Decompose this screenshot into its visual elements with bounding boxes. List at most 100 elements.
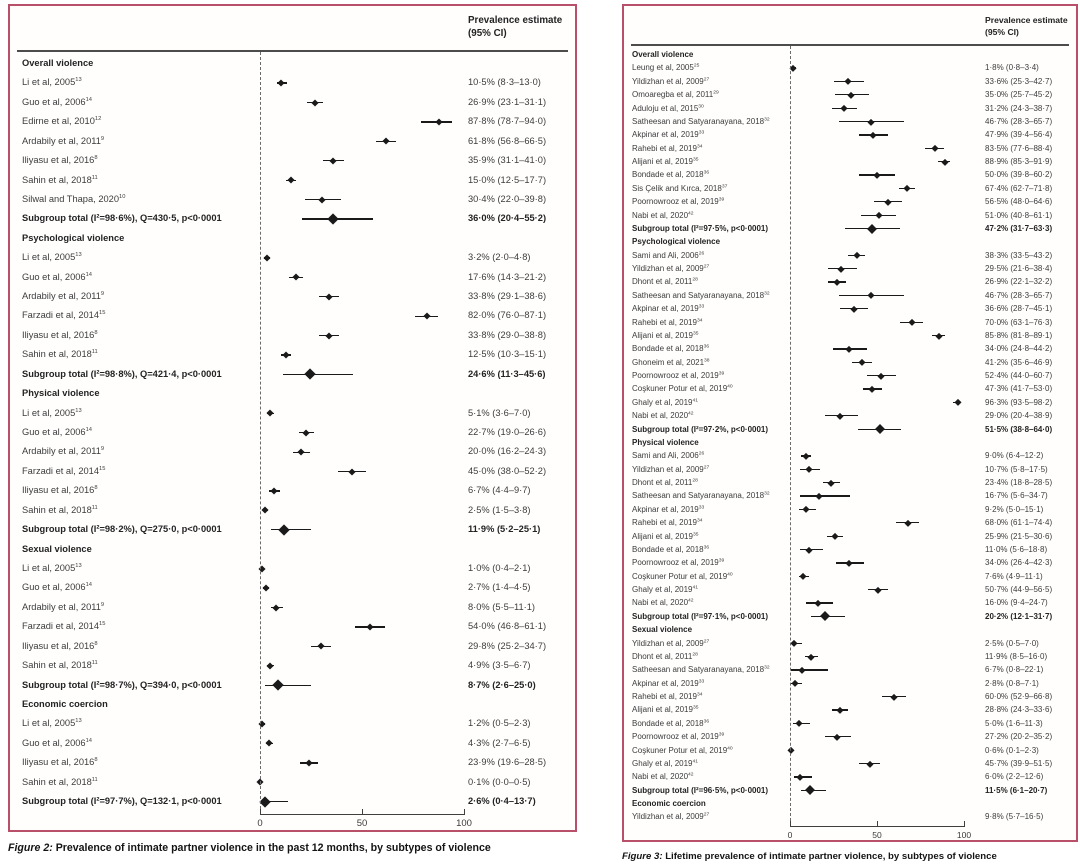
study-label: Akpinar et al, 201933 (632, 304, 705, 314)
study-point-marker (802, 452, 809, 460)
reference-superscript: 36 (703, 170, 710, 176)
study-label: Alijani et al, 201935 (632, 157, 699, 166)
study-point-marker (318, 196, 326, 204)
study-label: Poornowrooz et al, 201939 (632, 558, 725, 568)
reference-superscript: 36 (703, 719, 710, 725)
zero-dashed-reference-line (260, 52, 261, 814)
study-row: Sami and Ali, 200626 38·3% (33·5–43·2) (624, 249, 1076, 262)
subgroup-total-row: Subgroup total (I²=98·6%), Q=430·5, p<0·… (10, 209, 575, 228)
header-rule (631, 44, 1069, 46)
study-point-marker (272, 603, 280, 612)
study-point-marker (311, 99, 319, 107)
study-label: Sami and Ali, 200626 (632, 451, 705, 461)
subgroup-diamond-marker (874, 424, 885, 435)
study-row: Iliyasu et al, 20168 29·8% (25·2–34·7) (10, 637, 575, 656)
study-row: Guo et al, 200614 22·7% (19·0–26·6) (10, 423, 575, 442)
reference-superscript: 42 (688, 411, 694, 417)
prevalence-estimate-value: 22·7% (19·0–26·6) (468, 427, 547, 438)
prevalence-estimate-value: 67·4% (62·7–71·8) (985, 183, 1053, 193)
prevalence-estimate-value: 27·2% (20·2–35·2) (985, 732, 1053, 742)
figure-2-forest-plot-panel: Prevalence estimate (95% CI) Overall vio… (8, 4, 577, 832)
prevalence-estimate-value: 3·2% (2·0–4·8) (468, 252, 531, 263)
prevalence-estimate-value: 2·5% (1·5–3·8) (468, 504, 531, 515)
prevalence-estimate-value: 29·8% (25·2–34·7) (468, 640, 547, 651)
prevalence-estimate-value: 96·3% (93·5–98·2) (985, 397, 1053, 407)
study-label: Ardabily et al, 20119 (22, 290, 105, 302)
study-label: Rahebi et al, 201934 (632, 692, 703, 701)
prevalence-header-line2: (95% CI) (468, 28, 507, 40)
reference-superscript: 32 (764, 291, 770, 297)
study-point-marker (325, 293, 333, 301)
study-label: Satheesan and Satyaranayana, 201832 (632, 116, 770, 126)
reference-superscript: 26 (698, 250, 705, 256)
study-row: Edirne et al, 201012 87·8% (78·7–94·0) (10, 112, 575, 131)
study-point-marker (838, 265, 845, 272)
reference-superscript: 41 (692, 585, 698, 591)
prevalence-estimate-value: 88·9% (85·3–91·9) (985, 157, 1053, 166)
reference-superscript: 39 (718, 732, 725, 738)
study-label: Iliyasu et al, 20168 (22, 155, 98, 166)
prevalence-estimate-value: 68·0% (61·1–74·4) (985, 518, 1053, 528)
study-row: Poornowrooz et al, 201939 52·4% (44·0–60·… (624, 369, 1076, 382)
reference-superscript: 41 (692, 759, 698, 765)
reference-superscript: 39 (718, 197, 725, 203)
study-point-marker (847, 91, 855, 98)
prevalence-estimate-value: 35·9% (31·1–41·0) (468, 155, 547, 166)
prevalence-estimate-value: 12·5% (10·3–15·1) (468, 349, 547, 360)
prevalence-estimate-value: 0·1% (0·0–0·5) (468, 776, 531, 787)
subgroup-diamond-marker (272, 679, 284, 691)
study-row: Yildizhan et al, 200927 29·5% (21·6–38·4) (624, 262, 1076, 275)
study-row: Silwal and Thapa, 202010 30·4% (22·0–39·8… (10, 190, 575, 209)
section-header-row: Physical violence (10, 384, 575, 403)
study-point-marker (325, 332, 333, 340)
study-label: Yildizhan et al, 200927 (632, 638, 710, 648)
study-label: Yildizhan et al, 200927 (632, 76, 710, 86)
reference-superscript: 13 (75, 252, 82, 259)
study-label: Rahebi et al, 201934 (632, 518, 703, 528)
study-label: Coşkuner Potur et al, 201940 (632, 745, 733, 755)
x-axis-tick (964, 821, 966, 827)
study-point-marker (317, 642, 325, 650)
study-point-marker (841, 105, 848, 112)
prevalence-estimate-value: 2·6% (0·4–13·7) (468, 796, 536, 807)
study-point-marker (366, 623, 374, 631)
study-label: Silwal and Thapa, 202010 (22, 193, 126, 204)
reference-superscript: 14 (85, 426, 92, 433)
reference-superscript: 34 (696, 143, 703, 149)
prevalence-estimate-value: 46·7% (28·3–65·7) (985, 290, 1053, 300)
study-point-marker (853, 252, 860, 259)
study-point-marker (870, 131, 877, 139)
subgroup-diamond-marker (820, 611, 831, 622)
study-point-marker (262, 254, 271, 262)
study-label: Li et al, 200513 (22, 252, 82, 263)
prevalence-column-header: Prevalence estimate (95% CI) (468, 14, 562, 40)
study-row: Yildizhan et al, 200927 2·5% (0·5–7·0) (624, 637, 1076, 650)
study-row: Akpinar et al, 201933 2·8% (0·8–7·1) (624, 677, 1076, 690)
prevalence-estimate-value: 52·4% (44·0–60·7) (985, 371, 1053, 380)
study-row: Rahebi et al, 201934 70·0% (63·1–76·3) (624, 316, 1076, 329)
study-row: Guo et al, 200614 17·6% (14·3–21·2) (10, 268, 575, 287)
prevalence-estimate-value: 9·0% (6·4–12·2) (985, 451, 1044, 461)
reference-superscript: 15 (99, 465, 106, 472)
figure-2-caption-text: Prevalence of intimate partner violence … (55, 842, 491, 854)
study-row: Farzadi et al, 201415 54·0% (46·8–61·1) (10, 617, 575, 636)
study-point-marker (866, 760, 873, 767)
study-label: Aduloju et al, 201530 (632, 103, 704, 113)
prevalence-estimate-value: 23·9% (19·6–28·5) (468, 757, 547, 768)
study-row: Alijani et al, 201935 85·8% (81·8–89·1) (624, 329, 1076, 342)
prevalence-estimate-value: 47·2% (31·7–63·3) (985, 223, 1053, 233)
subgroup-total-row: Subgroup total (I²=98·7%), Q=394·0, p<0·… (10, 676, 575, 695)
study-point-marker (423, 312, 431, 320)
subgroup-diamond-marker (867, 223, 878, 234)
study-row: Dhont et al, 201128 23·4% (18·8–28·5) (624, 476, 1076, 489)
study-label: Sahin et al, 201811 (22, 174, 98, 185)
study-row: Ardabily et al, 20119 20·0% (16·2–24·3) (10, 442, 575, 461)
study-row: Rahebi et al, 201934 68·0% (61·1–74·4) (624, 516, 1076, 529)
study-label: Dhont et al, 201128 (632, 478, 698, 487)
prevalence-estimate-value: 1·8% (0·8–3·4) (985, 63, 1039, 73)
reference-superscript: 29 (713, 90, 719, 96)
subgroup-diamond-marker (327, 213, 340, 225)
prevalence-estimate-value: 33·8% (29·0–38·8) (468, 329, 547, 340)
x-axis-line (260, 813, 465, 816)
reference-superscript: 8 (94, 329, 98, 336)
